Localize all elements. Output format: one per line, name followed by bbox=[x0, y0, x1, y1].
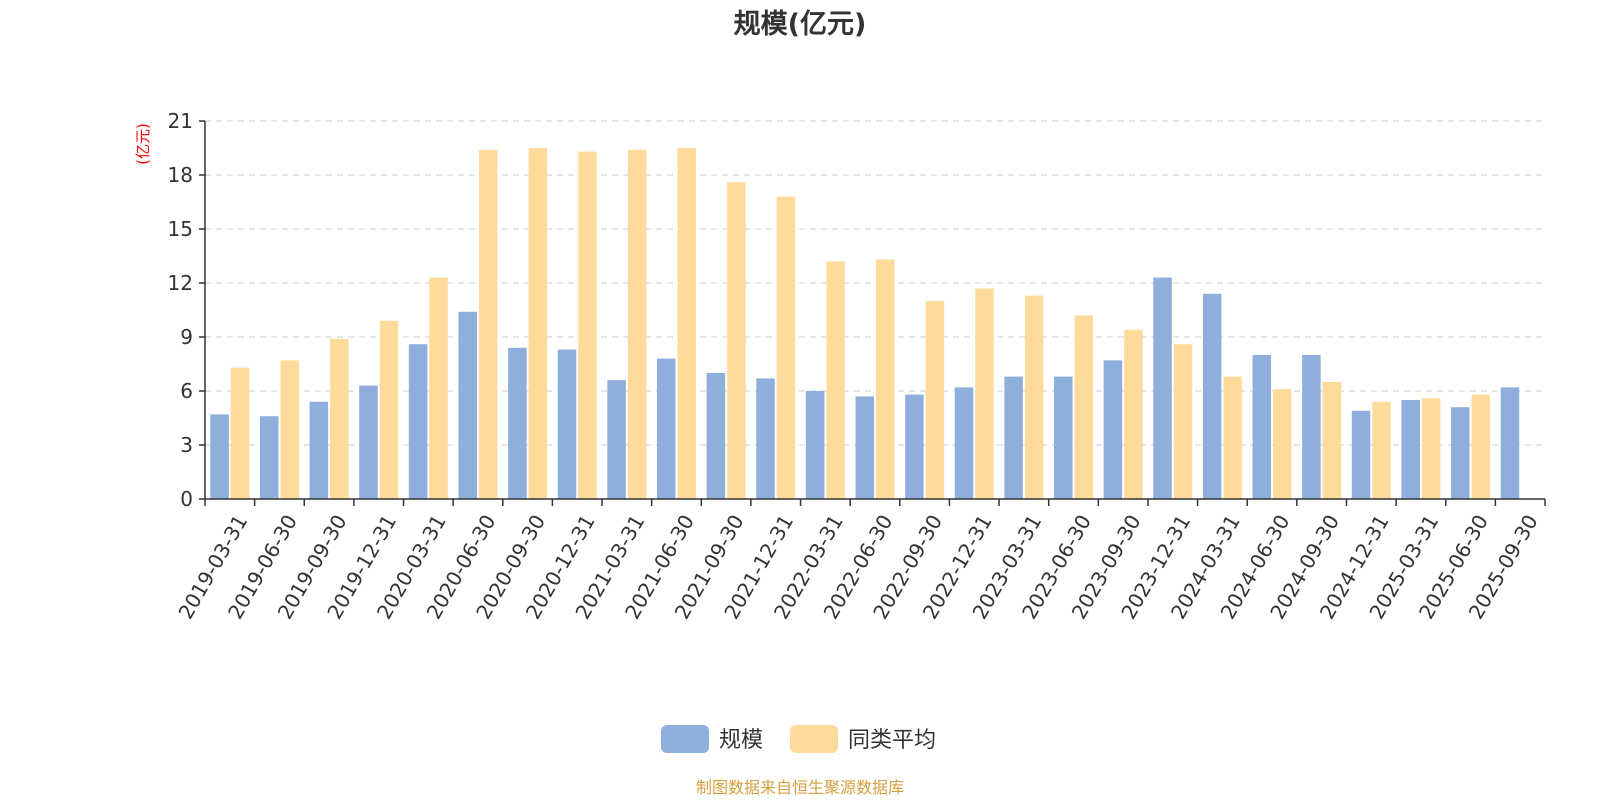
y-tick-label: 9 bbox=[180, 325, 193, 349]
bar-规模-2024-12-31 bbox=[1351, 410, 1371, 499]
bar-规模-2024-06-30 bbox=[1252, 355, 1272, 499]
chart-title: 规模(亿元) bbox=[734, 9, 867, 40]
bar-同类平均-2024-03-31 bbox=[1223, 376, 1242, 499]
bar-规模-2020-12-31 bbox=[557, 349, 577, 499]
x-tick-labels: 2019-03-312019-06-302019-09-302019-12-31… bbox=[173, 511, 1542, 624]
bar-同类平均-2024-09-30 bbox=[1322, 382, 1342, 499]
bar-规模-2020-09-30 bbox=[508, 347, 527, 499]
bar-同类平均-2020-12-31 bbox=[578, 151, 597, 499]
axes bbox=[199, 120, 1546, 506]
grid-lines bbox=[205, 120, 1545, 446]
bar-规模-2023-12-31 bbox=[1153, 277, 1172, 499]
bar-规模-2022-03-31 bbox=[805, 391, 825, 499]
bar-规模-2019-09-30 bbox=[309, 401, 329, 499]
bar-同类平均-2019-06-30 bbox=[280, 360, 299, 499]
bar-同类平均-2022-09-30 bbox=[925, 301, 945, 499]
bar-规模-2021-09-30 bbox=[706, 373, 726, 499]
legend: 规模 同类平均 bbox=[661, 725, 936, 753]
bar-同类平均-2021-06-30 bbox=[677, 148, 696, 499]
legend-swatch-同类平均 bbox=[790, 725, 838, 753]
legend-label-规模: 规模 bbox=[719, 728, 763, 753]
y-axis-unit-label: (亿元) bbox=[134, 123, 152, 165]
bar-同类平均-2020-06-30 bbox=[478, 149, 498, 500]
legend-label-同类平均: 同类平均 bbox=[848, 728, 936, 753]
bar-同类平均-2021-12-31 bbox=[776, 196, 796, 499]
bars bbox=[210, 148, 1520, 500]
bar-同类平均-2022-06-30 bbox=[876, 259, 895, 499]
y-tick-label: 15 bbox=[168, 217, 193, 241]
bar-同类平均-2022-12-31 bbox=[975, 288, 994, 499]
bar-同类平均-2022-03-31 bbox=[826, 261, 845, 499]
bar-规模-2023-06-30 bbox=[1054, 376, 1073, 499]
bar-规模-2022-06-30 bbox=[855, 396, 874, 499]
bar-规模-2023-03-31 bbox=[1004, 376, 1023, 499]
y-tick-label: 3 bbox=[180, 433, 193, 457]
bar-规模-2021-12-31 bbox=[756, 378, 775, 499]
bar-规模-2020-06-30 bbox=[458, 311, 477, 499]
bar-同类平均-2023-06-30 bbox=[1074, 315, 1094, 499]
y-tick-label: 12 bbox=[168, 271, 193, 295]
bar-同类平均-2024-06-30 bbox=[1273, 389, 1292, 499]
bar-规模-2025-03-31 bbox=[1401, 400, 1420, 499]
bar-同类平均-2023-03-31 bbox=[1024, 295, 1044, 499]
bar-同类平均-2019-03-31 bbox=[230, 367, 250, 499]
bar-同类平均-2020-03-31 bbox=[429, 277, 448, 499]
bar-规模-2020-03-31 bbox=[408, 344, 428, 499]
bar-同类平均-2020-09-30 bbox=[528, 148, 548, 499]
bar-同类平均-2021-03-31 bbox=[627, 149, 647, 500]
y-tick-label: 18 bbox=[168, 163, 193, 187]
bar-同类平均-2019-09-30 bbox=[330, 338, 349, 499]
bar-同类平均-2025-03-31 bbox=[1421, 398, 1441, 499]
bar-规模-2021-03-31 bbox=[607, 380, 626, 499]
bar-规模-2019-06-30 bbox=[259, 416, 279, 499]
legend-swatch-规模 bbox=[661, 725, 709, 753]
y-tick-label: 0 bbox=[180, 487, 193, 511]
bar-规模-2022-09-30 bbox=[905, 394, 924, 499]
bar-规模-2019-03-31 bbox=[210, 414, 229, 499]
bar-规模-2024-03-31 bbox=[1202, 293, 1222, 499]
bar-规模-2019-12-31 bbox=[359, 385, 378, 499]
y-tick-labels: 0 3 6 9 12 15 18 21 bbox=[168, 109, 193, 511]
y-tick-label: 6 bbox=[180, 379, 193, 403]
bar-规模-2025-06-30 bbox=[1451, 407, 1470, 499]
bar-规模-2024-09-30 bbox=[1302, 355, 1321, 499]
bar-同类平均-2023-09-30 bbox=[1124, 329, 1143, 499]
bar-规模-2022-12-31 bbox=[954, 387, 974, 499]
bar-规模-2021-06-30 bbox=[656, 358, 676, 499]
bar-同类平均-2023-12-31 bbox=[1173, 344, 1193, 499]
bar-规模-2025-09-30 bbox=[1500, 387, 1520, 499]
y-tick-label: 21 bbox=[168, 109, 193, 133]
bar-同类平均-2024-12-31 bbox=[1372, 401, 1391, 499]
bar-同类平均-2021-09-30 bbox=[727, 182, 746, 499]
bar-同类平均-2025-06-30 bbox=[1471, 394, 1491, 499]
bar-同类平均-2019-12-31 bbox=[379, 320, 399, 499]
source-note: 制图数据来自恒生聚源数据库 bbox=[696, 778, 904, 797]
bar-规模-2023-09-30 bbox=[1103, 360, 1123, 499]
